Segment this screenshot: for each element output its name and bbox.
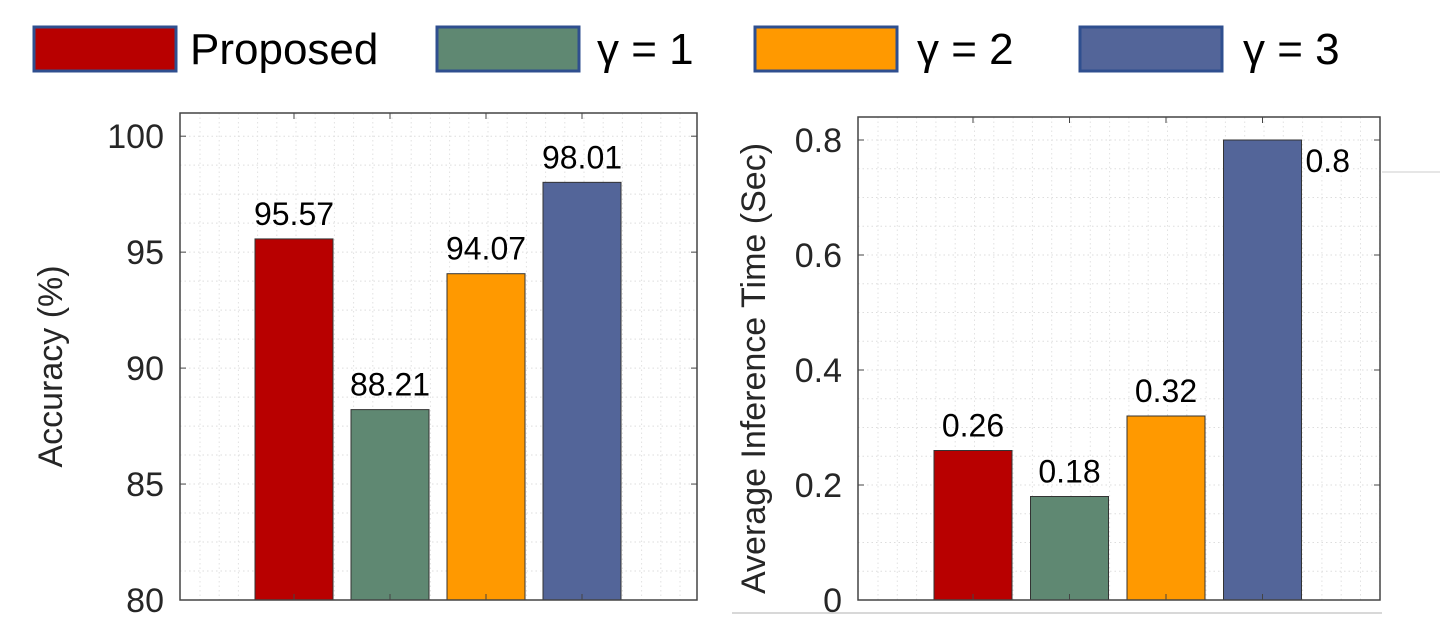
y-tick-label: 0.2: [795, 467, 842, 505]
bar-2: [1126, 415, 1206, 601]
legend-label: γ = 3: [1243, 25, 1340, 74]
inference-time-chart: 0 0.2 0.4 0.6 0.8 0.26 0.18 0.32 0.8 Average Infe…: [735, 116, 1381, 620]
bar-3: [1223, 139, 1302, 601]
bar-0: [254, 238, 334, 601]
y-tick-label: 0.4: [795, 352, 842, 390]
data-label: 94.07: [446, 231, 526, 267]
data-label: 98.01: [542, 139, 622, 175]
y-tick-label: 80: [126, 582, 164, 620]
accuracy-chart: 80 85 90 95 100 95.57 88.21 94.07 98.01 Accuracy …: [32, 112, 698, 620]
y-tick-label: 0.8: [795, 122, 842, 160]
legend-label: Proposed: [190, 25, 378, 74]
y-tick-label: 100: [107, 118, 164, 156]
y-axis-label: Average Inference Time (Sec): [735, 143, 773, 594]
y-tick-label: 90: [126, 350, 164, 388]
bar-3: [542, 181, 622, 601]
axes-box: [857, 116, 1381, 601]
data-label: 88.21: [350, 367, 430, 403]
y-tick-label: 95: [126, 234, 164, 272]
legend-label: γ = 2: [917, 25, 1014, 74]
legend-swatch: [435, 25, 581, 73]
y-axis-label: Accuracy (%): [32, 265, 70, 467]
data-label: 0.18: [1038, 454, 1100, 490]
bar-0: [933, 450, 1013, 601]
bar-1: [350, 409, 430, 601]
data-label: 0.26: [942, 408, 1004, 444]
data-label: 0.32: [1135, 373, 1197, 409]
legend: Proposed γ = 1 γ = 2 γ = 3: [32, 25, 1340, 74]
y-tick-label: 0.6: [795, 237, 842, 275]
data-label: 0.8: [1306, 143, 1350, 179]
y-tick-label: 85: [126, 466, 164, 504]
bar-2: [446, 273, 526, 601]
data-label: 95.57: [254, 196, 334, 232]
y-tick-label: 0: [823, 582, 842, 620]
legend-label: γ = 1: [597, 25, 694, 74]
legend-swatch: [753, 25, 899, 73]
axes-box: [179, 112, 698, 601]
legend-swatch: [1078, 25, 1224, 73]
legend-swatch: [32, 25, 178, 73]
bar-1: [1030, 496, 1109, 601]
